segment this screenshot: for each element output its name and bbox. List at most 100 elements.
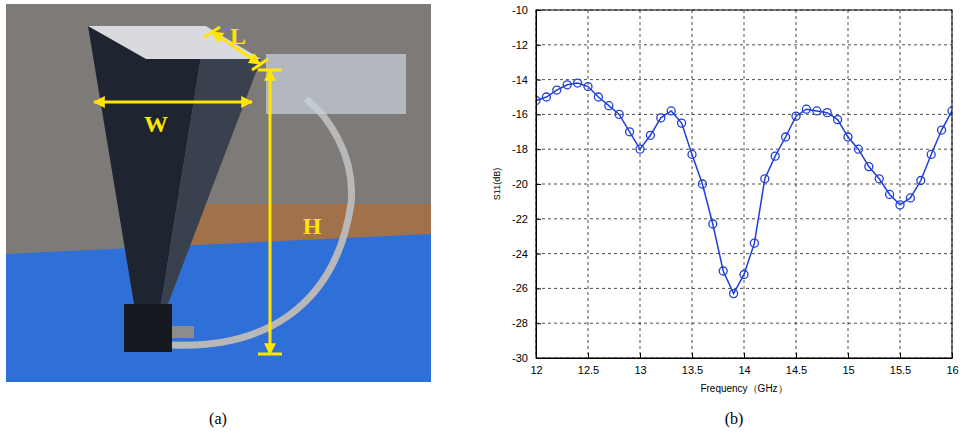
marker bbox=[584, 83, 592, 91]
marker bbox=[730, 290, 738, 298]
marker bbox=[938, 126, 946, 134]
y-tick-label: -10 bbox=[512, 4, 528, 16]
marker bbox=[948, 107, 952, 115]
y-tick-mark bbox=[536, 80, 541, 81]
horn-side-right bbox=[161, 26, 261, 304]
y-tick: -12 bbox=[512, 39, 541, 51]
y-tick: -18 bbox=[512, 143, 541, 155]
y-tick-mark bbox=[536, 323, 541, 324]
y-tick-label: -22 bbox=[512, 213, 528, 225]
table-cloth bbox=[6, 234, 431, 382]
x-tick-label: 12 bbox=[530, 364, 542, 376]
plot-frame bbox=[536, 10, 952, 358]
marker bbox=[719, 267, 727, 275]
x-tick: 14.5 bbox=[786, 353, 807, 376]
x-tick-mark bbox=[848, 353, 849, 358]
grid-line-y bbox=[536, 184, 952, 185]
y-tick-mark bbox=[536, 149, 541, 150]
panel-caption: (a) bbox=[209, 410, 227, 428]
y-tick-mark bbox=[536, 45, 541, 46]
x-tick: 13 bbox=[634, 353, 646, 376]
grid-line-x bbox=[588, 10, 589, 358]
x-tick-label: 14.5 bbox=[786, 364, 807, 376]
grid-line-y bbox=[536, 323, 952, 324]
x-tick-mark bbox=[744, 353, 745, 358]
marker bbox=[667, 107, 675, 115]
y-tick-label: -30 bbox=[512, 352, 528, 364]
y-tick: -28 bbox=[512, 317, 541, 329]
grid-line-y bbox=[536, 218, 952, 219]
marker bbox=[542, 93, 550, 101]
marker bbox=[917, 177, 925, 185]
y-tick-label: -14 bbox=[512, 74, 528, 86]
y-tick-mark bbox=[536, 288, 541, 289]
x-tick: 13.5 bbox=[682, 353, 703, 376]
waveguide bbox=[124, 304, 172, 352]
x-tick: 14 bbox=[738, 353, 750, 376]
x-tick-mark bbox=[796, 353, 797, 358]
x-tick-label: 15 bbox=[842, 364, 854, 376]
x-tick-label: 13 bbox=[634, 364, 646, 376]
x-tick-label: 16 bbox=[946, 364, 958, 376]
line bbox=[536, 83, 952, 294]
marker bbox=[802, 105, 810, 113]
x-tick-label: 13.5 bbox=[682, 364, 703, 376]
y-tick: -14 bbox=[512, 74, 541, 86]
x-tick-mark bbox=[640, 353, 641, 358]
x-tick-mark bbox=[900, 353, 901, 358]
marker bbox=[844, 133, 852, 141]
marker bbox=[688, 150, 696, 158]
y-tick-label: -26 bbox=[512, 282, 528, 294]
y-tick-label: -24 bbox=[512, 248, 528, 260]
x-tick-mark bbox=[692, 353, 693, 358]
dimension-label: L bbox=[230, 23, 246, 49]
marker bbox=[615, 110, 623, 118]
grid-line-y bbox=[536, 79, 952, 80]
marker bbox=[563, 81, 571, 89]
y-tick-mark bbox=[536, 114, 541, 115]
y-axis-title: S11(dB) bbox=[492, 168, 502, 200]
y-tick-label: -12 bbox=[512, 39, 528, 51]
marker bbox=[750, 239, 758, 247]
photo-panel: WLH bbox=[6, 4, 431, 382]
marker bbox=[813, 107, 821, 115]
x-axis-title: Frequency（GHz） bbox=[700, 383, 787, 394]
y-tick-mark bbox=[536, 219, 541, 220]
h-end bbox=[258, 353, 282, 356]
marker bbox=[636, 145, 644, 153]
marker bbox=[875, 175, 883, 183]
y-tick-label: -16 bbox=[512, 108, 528, 120]
h-end bbox=[258, 69, 282, 72]
x-tick-label: 15.5 bbox=[890, 364, 911, 376]
marker bbox=[927, 150, 935, 158]
marker bbox=[906, 194, 914, 202]
series bbox=[536, 79, 952, 298]
marker bbox=[771, 152, 779, 160]
marker bbox=[646, 131, 654, 139]
marker bbox=[886, 190, 894, 198]
x-tick: 15 bbox=[842, 353, 854, 376]
figure: WLH(a)1212.51313.51414.51515.516-30-28-2… bbox=[0, 0, 977, 436]
grid-line-y bbox=[536, 253, 952, 254]
y-tick-mark bbox=[536, 184, 541, 185]
marker bbox=[574, 79, 582, 87]
y-tick: -26 bbox=[512, 282, 541, 294]
marker bbox=[605, 102, 613, 110]
y-tick-label: -28 bbox=[512, 317, 528, 329]
l-end bbox=[204, 27, 220, 37]
marker bbox=[896, 201, 904, 209]
y-tick: -24 bbox=[512, 248, 541, 260]
grid bbox=[536, 10, 952, 358]
x-tick-mark bbox=[588, 353, 589, 358]
photo-background bbox=[6, 4, 431, 382]
marker bbox=[854, 145, 862, 153]
plot-background bbox=[536, 10, 952, 358]
y-tick-mark bbox=[536, 254, 541, 255]
grid-line-y bbox=[536, 149, 952, 150]
y-tick-label: -20 bbox=[512, 178, 528, 190]
marker bbox=[823, 109, 831, 117]
marker bbox=[761, 175, 769, 183]
grid-line-y bbox=[536, 44, 952, 45]
y-tick: -16 bbox=[512, 108, 541, 120]
marker bbox=[626, 128, 634, 136]
